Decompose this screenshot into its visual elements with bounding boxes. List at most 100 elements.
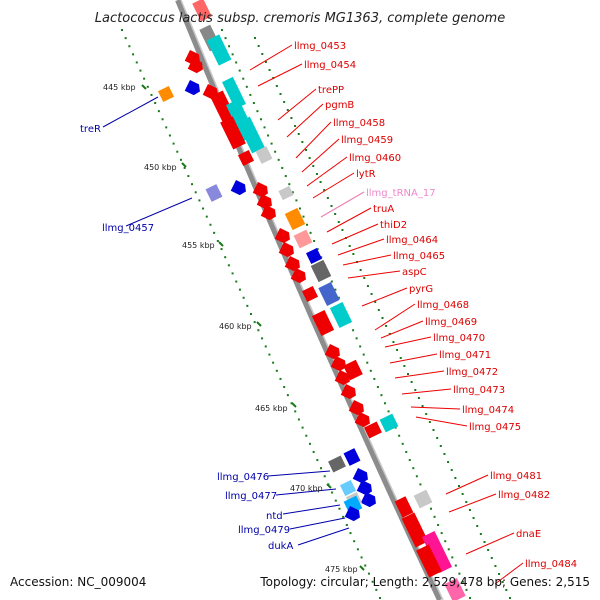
gene-label[interactable]: treR — [80, 124, 101, 135]
connector-line — [312, 172, 355, 199]
ruler-dot — [360, 556, 363, 559]
gene-label[interactable]: llmg_0476 — [217, 472, 269, 483]
ruler-dot — [228, 45, 231, 48]
ruler-dot — [359, 345, 362, 348]
gene-label[interactable]: llmg_0471 — [439, 350, 491, 361]
ruler-dot — [330, 205, 333, 207]
ruler-dot — [414, 389, 417, 391]
connector-line — [297, 527, 350, 546]
tick-label: 475 kbp — [325, 565, 358, 574]
gene-label[interactable]: lytR — [356, 169, 376, 180]
gene-label[interactable]: llmg_0473 — [453, 385, 505, 396]
gene-label[interactable]: dukA — [268, 541, 293, 552]
ruler-dot — [367, 572, 370, 575]
ruler-dot — [264, 345, 267, 348]
gene-segment — [205, 184, 223, 202]
connector-line — [331, 223, 379, 245]
gene-label[interactable]: llmg_0472 — [446, 367, 498, 378]
ruler-dot — [379, 597, 381, 599]
ruler-dot — [235, 280, 238, 283]
ruler-dot — [437, 523, 440, 526]
gene-label[interactable]: llmg_0481 — [490, 471, 542, 482]
gene-segment — [206, 34, 232, 66]
gene-label[interactable]: truA — [373, 204, 394, 215]
tick-label: 460 kbp — [219, 322, 252, 331]
ruler-dot — [410, 381, 413, 383]
ruler-dot — [353, 540, 356, 543]
ruler-dot — [509, 597, 511, 599]
map-title: Lactococcus lactis subsp. cremoris MG136… — [95, 11, 505, 26]
ruler-dot — [352, 253, 355, 255]
gene-label[interactable]: llmg_0460 — [349, 153, 401, 164]
ruler-dot — [396, 349, 399, 351]
gene-label[interactable]: pgmB — [325, 100, 354, 111]
gene-label[interactable]: llmg_0484 — [525, 559, 577, 570]
ruler-dot — [305, 149, 307, 151]
gene-label[interactable]: llmg_0482 — [498, 490, 550, 501]
gene-label[interactable]: llmg_0454 — [304, 60, 356, 71]
gene-label[interactable]: llmg_0465 — [393, 251, 445, 262]
gene-label[interactable]: llmg_0464 — [386, 235, 438, 246]
ruler-dot — [306, 223, 309, 226]
ruler-dot — [283, 101, 286, 103]
ruler-dot — [505, 589, 508, 591]
connector-line — [306, 156, 348, 187]
gene-label[interactable]: llmg_0468 — [417, 300, 469, 311]
ruler-dot — [392, 341, 395, 343]
ruler-dot — [403, 365, 406, 367]
ruler-dot — [398, 434, 401, 437]
gene-label[interactable]: llmg_0474 — [462, 405, 514, 416]
ruler-dot — [312, 450, 315, 453]
ruler-dot — [220, 248, 223, 251]
ruler-dot — [261, 337, 264, 340]
gene-label[interactable]: llmg_0459 — [341, 135, 393, 146]
gene-label[interactable]: trePP — [318, 85, 344, 96]
ruler-dot — [139, 69, 142, 72]
ruler-dot — [447, 461, 450, 463]
connector-line — [374, 303, 416, 331]
gene-segment — [284, 207, 306, 231]
connector-line — [494, 562, 524, 585]
gene-label[interactable]: llmg_0479 — [238, 525, 290, 536]
gene-label[interactable]: llmg_0470 — [433, 333, 485, 344]
gene-label[interactable]: llmg_0458 — [333, 118, 385, 129]
genome-track — [175, 0, 443, 600]
ruler-dot — [309, 231, 312, 234]
gene-label[interactable]: llmg_0453 — [294, 41, 346, 52]
ruler-dot — [465, 501, 468, 503]
gene-arrow — [256, 194, 272, 210]
gene-label[interactable]: llmg_0457 — [102, 223, 154, 234]
ruler-dot — [494, 565, 497, 567]
rna-label[interactable]: llmg_tRNA_17 — [366, 188, 436, 199]
ruler-dot — [124, 37, 127, 40]
ruler-dot — [224, 256, 227, 259]
ruler-dot — [252, 102, 255, 105]
gene-arrow — [330, 356, 346, 372]
ruler-dot — [405, 450, 408, 453]
connector-line — [401, 388, 452, 395]
gene-label[interactable]: pyrG — [409, 284, 433, 295]
ruler-dot — [451, 556, 454, 559]
gene-label[interactable]: llmg_0469 — [425, 317, 477, 328]
ruler-dot — [376, 386, 379, 389]
connector-line — [448, 493, 497, 513]
gene-label[interactable]: aspC — [402, 267, 427, 278]
ruler-tick — [326, 483, 332, 489]
ruler-dot — [352, 329, 355, 332]
ruler-dot — [408, 459, 411, 462]
ruler-dot — [298, 207, 301, 210]
gene-label[interactable]: llmg_0477 — [225, 491, 277, 502]
ruler-dot — [257, 329, 260, 332]
ruler-tick — [256, 321, 262, 327]
gene-label[interactable]: dnaE — [516, 529, 541, 540]
ruler-dot — [294, 410, 297, 413]
gene-label[interactable]: thiD2 — [380, 220, 407, 231]
gene-label[interactable]: llmg_0475 — [469, 422, 521, 433]
ruler-dot — [270, 142, 273, 145]
ruler-dot — [440, 532, 443, 535]
tick-label: 470 kbp — [290, 484, 323, 493]
ruler-dot — [250, 313, 252, 315]
gene-segment — [416, 544, 442, 578]
gene-label[interactable]: ntd — [266, 511, 283, 522]
